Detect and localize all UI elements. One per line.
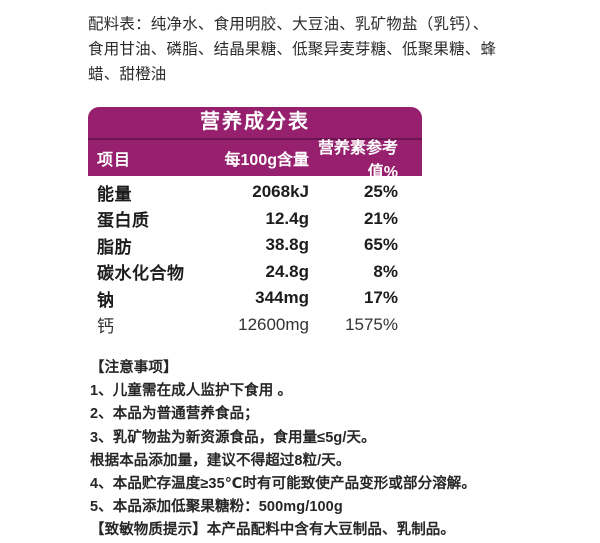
row-item: 钠 <box>97 290 115 310</box>
table-row: 脂肪 38.8g 65% <box>88 232 422 259</box>
precaution-item: 5、本品添加低聚果糖粉：500mg/100g <box>90 499 343 516</box>
ingredients-line: 蜡、甜橙油 <box>88 66 167 83</box>
row-amount: 38.8g <box>265 235 309 255</box>
nutrition-facts-table: 营养成分表 项目 每100g含量 营养素参考值% 能量 2068kJ 25% 蛋… <box>88 107 422 338</box>
row-amount: 12600mg <box>238 314 309 334</box>
row-item: 蛋白质 <box>97 211 150 231</box>
row-item: 脂肪 <box>97 237 132 257</box>
ingredients-line: 食用甘油、磷脂、结晶果糖、低聚异麦芽糖、低聚果糖、蜂 <box>88 41 497 58</box>
table-row: 碳水化合物 24.8g 8% <box>88 259 422 286</box>
row-nrv: 21% <box>363 208 398 228</box>
row-amount: 12.4g <box>265 208 309 228</box>
row-amount: 344mg <box>255 288 309 308</box>
precaution-item: 2、本品为普通营养食品； <box>90 406 259 423</box>
precautions-heading: 【注意事项】 <box>90 360 178 376</box>
row-nrv: 1575% <box>345 314 398 334</box>
row-nrv: 8% <box>373 261 398 281</box>
row-nrv: 25% <box>363 182 398 202</box>
nutrition-table-title: 营养成分表 <box>88 107 422 140</box>
row-item: 钙 <box>97 317 115 337</box>
nutrition-table-body: 能量 2068kJ 25% 蛋白质 12.4g 21% 脂肪 38.8g 65%… <box>88 176 422 338</box>
row-item: 能量 <box>97 184 132 204</box>
precaution-item-continuation: 根据本品添加量，建议不得超过8粒/天。 <box>90 452 351 469</box>
row-amount: 2068kJ <box>252 182 309 202</box>
precaution-item: 1、儿童需在成人监护下食用 。 <box>90 383 293 400</box>
column-header-item: 项目 <box>97 152 132 169</box>
table-row: 钙 12600mg 1575% <box>88 312 422 339</box>
ingredients-section: 配料表：纯净水、食用明胶、大豆油、乳矿物盐（乳钙）、 食用甘油、磷脂、结晶果糖、… <box>88 12 528 87</box>
ingredients-line: 配料表：纯净水、食用明胶、大豆油、乳矿物盐（乳钙）、 <box>88 16 489 33</box>
table-row: 能量 2068kJ 25% <box>88 179 422 206</box>
nutrition-table-header: 营养成分表 项目 每100g含量 营养素参考值% <box>88 107 422 176</box>
column-header-amount: 每100g含量 <box>224 152 309 169</box>
table-row: 钠 344mg 17% <box>88 285 422 312</box>
column-header-nrv: 营养素参考值% <box>317 140 398 176</box>
allergen-notice: 【致敏物质提示】本产品配料中含有大豆制品、乳制品。 <box>90 522 455 539</box>
precaution-item: 4、本品贮存温度≥35℃时有可能致使产品变形或部分溶解。 <box>90 476 477 493</box>
precautions-section: 【注意事项】 1、儿童需在成人监护下食用 。 2、本品为普通营养食品； 3、乳矿… <box>90 357 540 543</box>
precaution-item: 3、乳矿物盐为新资源食品，食用量≤5g/天。 <box>90 429 376 446</box>
table-row: 蛋白质 12.4g 21% <box>88 206 422 233</box>
nutrition-column-headers: 项目 每100g含量 营养素参考值% <box>88 140 422 176</box>
row-item: 碳水化合物 <box>97 264 185 284</box>
row-nrv: 17% <box>363 288 398 308</box>
row-amount: 24.8g <box>265 261 309 281</box>
row-nrv: 65% <box>363 235 398 255</box>
